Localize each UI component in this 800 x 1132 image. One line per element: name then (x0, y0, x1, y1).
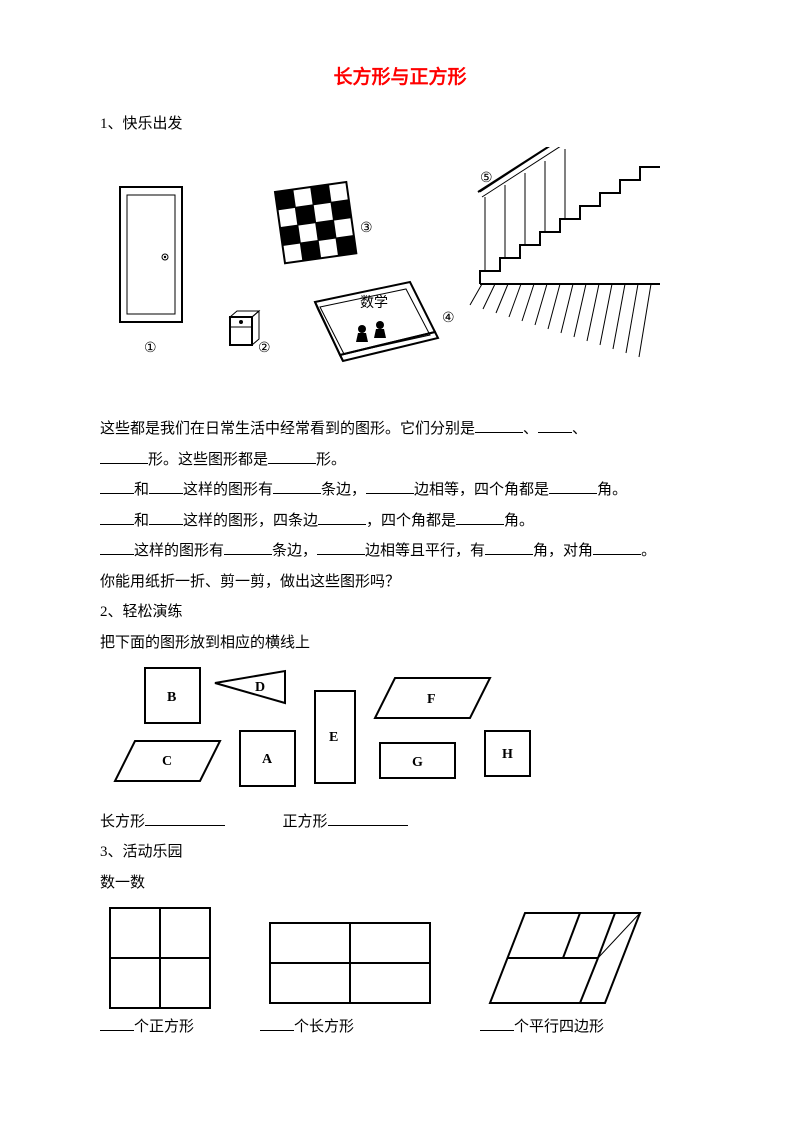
circled-3: ③ (360, 221, 373, 236)
q2-heading: 2、轻松演练 (100, 598, 700, 627)
q2-instr: 把下面的图形放到相应的横线上 (100, 629, 700, 658)
page-title: 长方形与正方形 (100, 60, 700, 96)
q3-sub: 数一数 (100, 869, 700, 898)
svg-text:G: G (412, 755, 423, 770)
q1-figure: ① ② ③ 数学 ④ (100, 147, 700, 408)
q1-line4: 和这样的图形，四条边，四个角都是角。 (100, 507, 700, 536)
q1-line3: 和这样的图形有条边，边相等，四个角都是角。 (100, 476, 700, 505)
svg-text:B: B (167, 690, 176, 705)
q1-line2: 形。这些图形都是形。 (100, 446, 700, 475)
svg-text:A: A (262, 752, 273, 767)
svg-text:F: F (427, 692, 436, 707)
q2-figure: B D C A E F G H (100, 663, 700, 804)
q1-line1: 这些都是我们在日常生活中经常看到的图形。它们分别是、、 (100, 415, 700, 444)
q1-heading: 1、快乐出发 (100, 110, 700, 139)
svg-text:C: C (162, 754, 172, 769)
q3-figure: 个正方形 个长方形 个平行四边形 (100, 903, 700, 1042)
q3-heading: 3、活动乐园 (100, 838, 700, 867)
q1-line5: 这样的图形有条边，边相等且平行，有角，对角。 (100, 537, 700, 566)
circled-4: ④ (442, 311, 455, 326)
circled-1: ① (144, 341, 157, 356)
book-label: 数学 (360, 295, 388, 311)
circled-2: ② (258, 341, 271, 356)
svg-text:D: D (255, 680, 265, 695)
q1-line6: 你能用纸折一折、剪一剪，做出这些图形吗？ (100, 568, 700, 597)
q2-answers: 长方形 正方形 (100, 808, 700, 837)
svg-text:H: H (502, 747, 513, 762)
svg-text:E: E (329, 730, 338, 745)
